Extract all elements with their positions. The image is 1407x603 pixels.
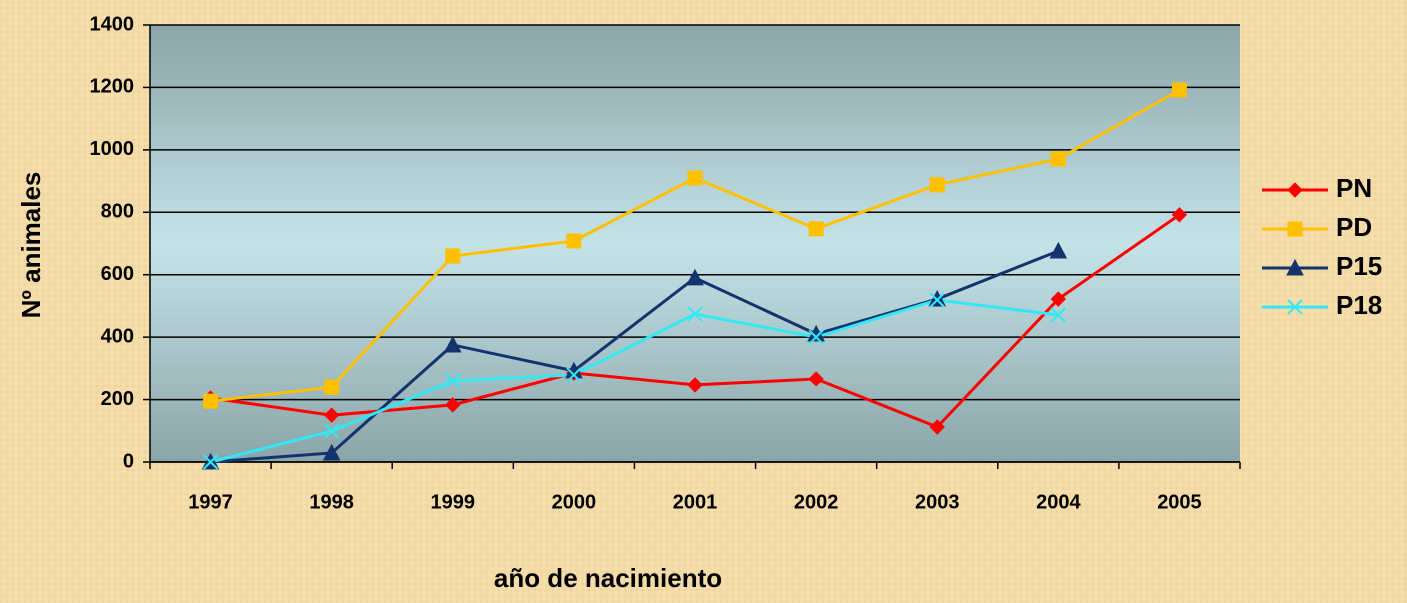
marker [443,335,462,353]
x-tick-label: 2003 [915,491,960,513]
x-tick-label: 2002 [794,491,839,513]
y-tick-label: 200 [101,388,134,410]
plot-area [150,25,1240,462]
y-tick-label: 1200 [90,76,135,98]
x-tick-label: 2001 [673,491,718,513]
legend-label: PN [1336,173,1372,203]
marker [929,419,945,435]
marker [808,371,824,387]
x-tick-label: 2004 [1036,491,1081,513]
legend-label: P18 [1336,290,1382,320]
series-line [210,298,1059,464]
marker [202,454,219,470]
marker [929,177,945,193]
marker [686,268,704,286]
legend-label: PD [1336,212,1372,242]
x-tick-label: 2005 [1157,491,1202,513]
x-tick-label: 1999 [431,491,476,513]
x-tick-label: 2000 [552,491,597,513]
marker [1171,82,1187,98]
legend-label: P15 [1336,251,1382,281]
marker [687,170,703,186]
marker [808,221,824,237]
marker [1050,151,1066,167]
marker [1287,299,1303,315]
marker [1049,241,1068,259]
legend: PN PD P15 P18 [1262,173,1382,320]
x-tick-label: 1998 [309,491,354,513]
marker [929,292,945,308]
marker [1050,307,1067,323]
marker [322,443,341,461]
y-tick-label: 1400 [90,13,135,35]
marker [203,393,219,409]
marker [445,397,461,413]
marker [1287,221,1303,237]
marker [323,423,340,439]
y-tick-label: 0 [123,450,134,472]
marker [445,248,461,264]
x-tick-label: 1997 [188,491,233,513]
marker [324,379,340,395]
marker [687,377,703,393]
y-axis-title: Nº animales [16,172,46,319]
marker [566,367,582,383]
marker [1050,291,1067,307]
y-tick-label: 800 [101,201,134,223]
marker [687,306,703,322]
x-axis-title: año de nacimiento [494,563,722,593]
marker [1171,207,1188,223]
marker [445,373,461,389]
marker [1286,258,1304,276]
marker [808,329,824,345]
y-tick-label: 400 [101,325,134,347]
y-tick-label: 1000 [90,138,135,160]
marker [928,289,947,307]
marker [323,407,340,423]
marker [1287,182,1303,198]
marker [566,233,582,249]
y-tick-label: 600 [101,263,134,285]
